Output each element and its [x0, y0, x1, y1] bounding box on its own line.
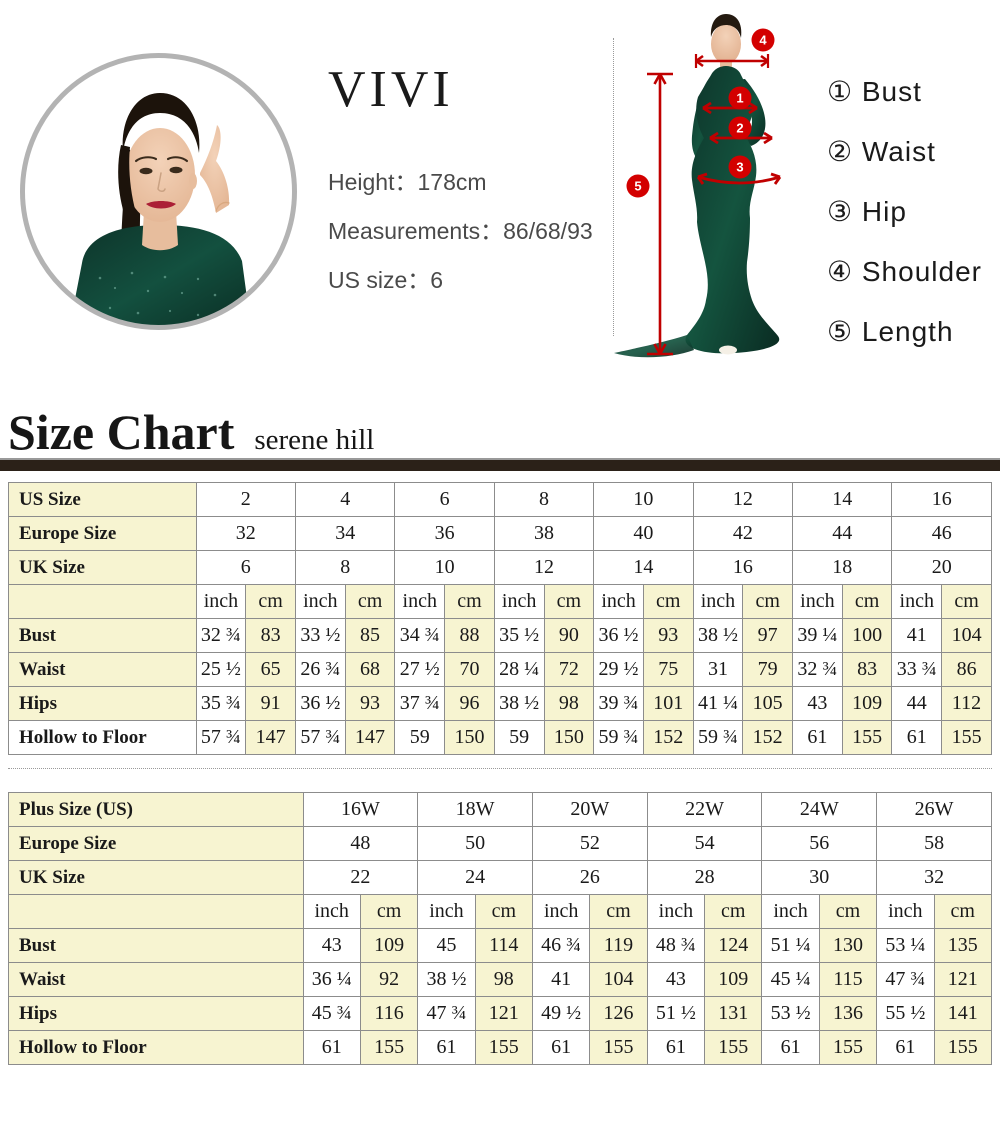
svg-text:3: 3	[736, 160, 743, 175]
svg-text:2: 2	[736, 121, 743, 136]
svg-text:5: 5	[634, 179, 641, 194]
svg-text:1: 1	[736, 91, 743, 106]
svg-text:4: 4	[759, 33, 767, 48]
